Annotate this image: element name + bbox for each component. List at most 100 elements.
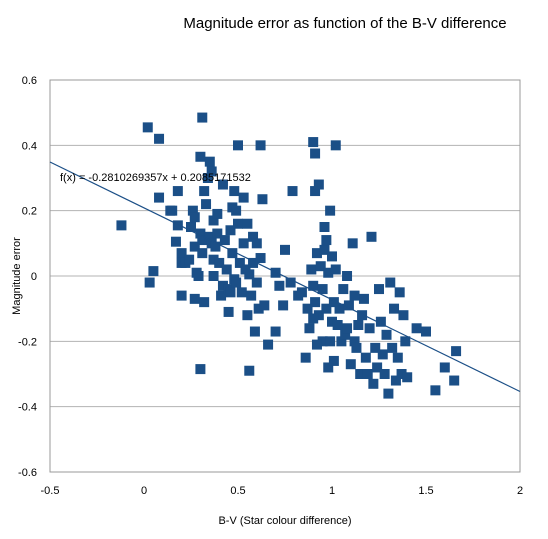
data-point	[449, 375, 460, 386]
data-point	[204, 231, 215, 242]
data-point	[189, 241, 200, 252]
data-points	[116, 112, 462, 399]
data-point	[421, 326, 431, 337]
data-point	[199, 186, 210, 197]
data-point	[317, 336, 328, 347]
data-point	[263, 339, 274, 350]
data-point	[345, 359, 356, 370]
data-point	[336, 336, 347, 347]
data-point	[343, 300, 354, 311]
x-axis-label: B-V (Star colour difference)	[218, 515, 351, 527]
data-point	[187, 205, 198, 216]
data-point	[249, 326, 260, 337]
data-point	[321, 235, 332, 246]
data-point	[212, 208, 223, 219]
data-point	[338, 284, 349, 295]
data-point	[321, 303, 332, 314]
data-point	[300, 352, 311, 363]
data-point	[374, 284, 384, 295]
data-point	[246, 290, 257, 301]
data-point	[231, 277, 242, 288]
data-point	[398, 310, 409, 321]
data-point	[332, 320, 343, 330]
data-point	[248, 231, 259, 242]
data-point	[328, 297, 339, 308]
data-point	[255, 253, 266, 264]
x-tick-label: 1.5	[418, 485, 433, 497]
data-point	[170, 236, 181, 247]
data-point	[251, 238, 262, 249]
data-point	[383, 388, 394, 399]
data-point	[219, 235, 230, 246]
y-tick-label: -0.4	[18, 402, 37, 414]
data-point	[306, 264, 317, 275]
data-point	[167, 205, 178, 216]
data-point	[387, 342, 398, 353]
data-point	[385, 277, 396, 288]
data-point	[364, 323, 375, 334]
data-point	[347, 238, 358, 249]
data-point	[313, 179, 324, 190]
data-point	[310, 297, 321, 308]
data-point	[217, 280, 228, 291]
data-point	[227, 248, 238, 259]
axis-ticks: -0.6 -0.4 -0.2 0 0.2 0.4 0.6 -0.5 0 0.5 1 1.5 2	[18, 75, 523, 497]
data-point	[212, 228, 223, 239]
data-point	[287, 186, 298, 197]
data-point	[231, 205, 242, 216]
data-point	[270, 326, 281, 337]
data-point	[197, 248, 208, 259]
data-point	[116, 220, 127, 231]
data-point	[310, 186, 321, 197]
data-point	[396, 369, 407, 379]
data-point	[234, 257, 245, 268]
data-point	[206, 166, 217, 177]
data-point	[357, 310, 368, 321]
y-axis-label: Magnitude error	[11, 237, 23, 315]
trendline-equation: f(x) = -0.2810269357x + 0.2085171532	[60, 172, 251, 184]
data-point	[248, 257, 259, 268]
data-point	[411, 323, 422, 334]
data-point	[358, 293, 369, 304]
data-point	[317, 284, 328, 295]
data-point	[319, 222, 330, 232]
data-point	[244, 365, 255, 376]
data-point	[199, 297, 210, 308]
data-point	[375, 316, 386, 327]
data-point	[202, 173, 213, 183]
data-point	[330, 264, 341, 275]
data-point	[233, 218, 243, 229]
data-point	[392, 352, 403, 363]
data-point	[340, 329, 351, 340]
data-point	[274, 280, 285, 291]
y-tick-label: 0.6	[22, 75, 37, 87]
data-point	[368, 378, 379, 389]
grid-lines	[50, 79, 520, 473]
y-tick-label: 0.4	[22, 140, 37, 152]
data-point	[308, 313, 319, 324]
data-point	[204, 156, 215, 167]
x-tick-label: 1	[329, 485, 335, 497]
data-point	[342, 271, 353, 281]
data-point	[154, 192, 165, 203]
data-point	[201, 199, 212, 210]
data-point	[342, 323, 353, 334]
data-point	[439, 362, 450, 373]
data-point	[238, 238, 249, 249]
data-point	[400, 336, 411, 347]
data-point	[319, 244, 330, 255]
y-tick-label: -0.2	[18, 336, 37, 348]
data-point	[323, 362, 334, 373]
data-point	[189, 212, 200, 223]
data-point	[244, 269, 255, 280]
data-point	[221, 264, 232, 275]
data-point	[353, 320, 364, 330]
data-point	[308, 280, 319, 291]
data-point	[308, 137, 319, 148]
data-point	[238, 192, 249, 203]
data-point	[176, 248, 187, 259]
data-point	[216, 290, 227, 301]
data-point	[280, 244, 290, 255]
data-point	[195, 151, 206, 162]
